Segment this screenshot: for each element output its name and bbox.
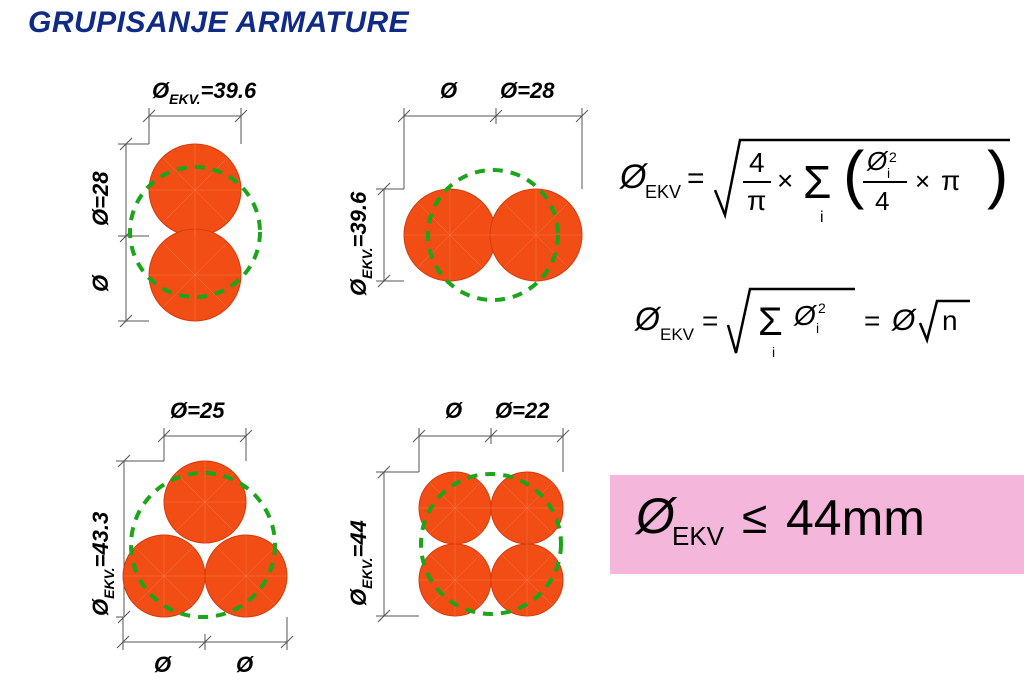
svg-text:EKV: EKV	[672, 521, 725, 551]
dim-left-label: ØEKV.=43.3	[88, 512, 117, 616]
bars	[404, 189, 582, 281]
svg-text:Ø: Ø	[891, 304, 917, 337]
svg-text:Ø: Ø	[866, 146, 889, 176]
svg-text:×: ×	[777, 165, 793, 196]
equiv-circle	[421, 474, 561, 614]
dim-top-label: ØEKV.=39.6	[152, 78, 257, 107]
dim-top	[158, 428, 252, 461]
dim-left-top-label: Ø=28	[88, 171, 113, 226]
bars	[149, 144, 241, 321]
svg-text:Ø: Ø	[793, 300, 818, 331]
svg-text:π: π	[941, 165, 960, 196]
svg-text:4: 4	[749, 147, 765, 178]
dim-left-bottom-label: Ø	[88, 274, 113, 292]
dim-bottom-left-label: Ø	[154, 652, 172, 677]
dim-left	[118, 138, 149, 327]
svg-text:π: π	[747, 185, 766, 216]
svg-text:≤: ≤	[742, 491, 767, 543]
diagram-triangle-group: Ø=25 ØEKV.=43.3 Ø Ø	[80, 390, 330, 690]
dim-top	[413, 428, 569, 472]
constraint-box: Ø EKV ≤ 44mm	[610, 475, 1024, 574]
svg-text:EKV: EKV	[645, 182, 681, 202]
formula-1: Ø EKV = 4 π × Σ i ( ) Ø 2 i 4 × π	[615, 120, 1015, 250]
dim-left-label: ØEKV.=44	[346, 520, 375, 606]
dim-top-label: Ø=25	[170, 398, 225, 423]
svg-text:=: =	[702, 305, 718, 336]
svg-text:Ø: Ø	[634, 301, 662, 337]
svg-text:): )	[987, 138, 1008, 210]
svg-text:i: i	[772, 344, 775, 360]
dim-left-label: ØEKV.=39.6	[346, 191, 375, 296]
svg-text:4: 4	[875, 186, 889, 216]
svg-text:=: =	[687, 162, 705, 195]
formula-2: Ø EKV = Σ i Ø 2 i = Ø n	[630, 275, 1024, 375]
svg-text:i: i	[887, 165, 890, 181]
svg-text:Σ: Σ	[758, 300, 783, 344]
svg-text:EKV: EKV	[660, 325, 695, 344]
dim-top-right-label: Ø=28	[500, 78, 555, 103]
svg-text:n: n	[942, 305, 958, 336]
svg-text:2: 2	[889, 149, 897, 165]
dim-bottom-right-label: Ø	[236, 652, 254, 677]
dim-bottom	[117, 617, 293, 650]
diagram-horizontal-pair: Ø Ø=28 ØEKV.=39.6	[320, 70, 600, 330]
dim-top-left-label: Ø	[440, 78, 458, 103]
svg-text:Σ: Σ	[803, 156, 831, 208]
dim-left	[376, 183, 404, 287]
svg-text:2: 2	[818, 300, 826, 316]
svg-text:i: i	[820, 209, 824, 226]
dim-top	[143, 108, 247, 144]
dim-top-right-label: Ø=22	[495, 398, 550, 423]
svg-text:=: =	[864, 305, 880, 336]
svg-text:i: i	[816, 320, 819, 336]
dim-top	[398, 108, 588, 189]
dim-top-left-label: Ø	[445, 398, 463, 423]
diagram-square-group: Ø Ø=22 ØEKV.=44	[320, 390, 600, 690]
dim-left	[376, 466, 419, 622]
svg-text:×: ×	[915, 166, 930, 196]
page-title: GRUPISANJE ARMATURE	[28, 6, 409, 40]
svg-text:44mm: 44mm	[786, 490, 925, 546]
svg-text:(: (	[843, 138, 864, 210]
diagram-vertical-pair: ØEKV.=39.6 Ø=28 Ø	[80, 70, 310, 350]
bars	[123, 461, 287, 617]
